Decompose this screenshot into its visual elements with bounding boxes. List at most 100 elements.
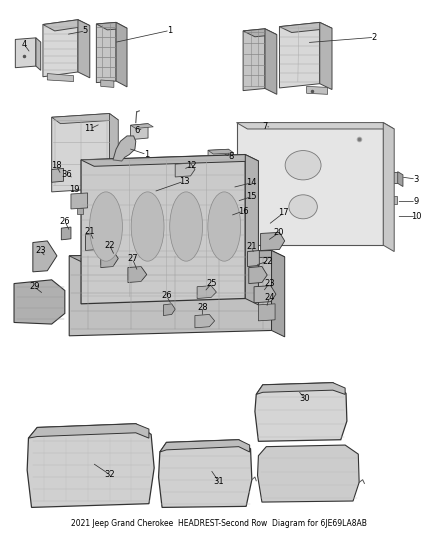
Text: 10: 10 [411, 212, 421, 221]
Text: 26: 26 [60, 217, 70, 225]
Text: 23: 23 [35, 246, 46, 255]
Polygon shape [208, 149, 229, 165]
Ellipse shape [208, 192, 241, 261]
Polygon shape [195, 314, 215, 328]
Text: 5: 5 [83, 27, 88, 35]
Polygon shape [175, 163, 195, 177]
Polygon shape [398, 172, 403, 187]
Polygon shape [131, 124, 148, 140]
Polygon shape [78, 20, 90, 78]
Polygon shape [272, 251, 285, 337]
Text: 18: 18 [51, 161, 61, 169]
Polygon shape [237, 123, 383, 245]
Polygon shape [14, 280, 65, 324]
Polygon shape [261, 232, 285, 251]
Polygon shape [85, 233, 99, 251]
Polygon shape [197, 286, 216, 298]
Polygon shape [77, 208, 83, 214]
Polygon shape [52, 114, 110, 192]
Polygon shape [383, 123, 394, 252]
Polygon shape [69, 251, 272, 336]
Text: 30: 30 [299, 394, 310, 402]
Text: 16: 16 [238, 207, 248, 215]
Text: 3: 3 [413, 175, 419, 183]
Polygon shape [249, 266, 267, 284]
Text: 21: 21 [85, 228, 95, 236]
Polygon shape [43, 20, 90, 31]
Polygon shape [81, 155, 245, 304]
Polygon shape [279, 22, 332, 33]
Polygon shape [61, 227, 71, 240]
Polygon shape [47, 74, 74, 82]
Text: 19: 19 [69, 185, 80, 193]
Polygon shape [258, 445, 359, 502]
Text: 13: 13 [179, 177, 189, 185]
Polygon shape [163, 304, 175, 316]
Polygon shape [320, 22, 332, 90]
Polygon shape [15, 38, 36, 68]
Text: 11: 11 [85, 125, 95, 133]
Ellipse shape [89, 192, 122, 261]
Polygon shape [113, 136, 136, 161]
Text: 27: 27 [127, 254, 138, 263]
Polygon shape [258, 304, 275, 321]
Polygon shape [33, 241, 57, 272]
Polygon shape [254, 286, 276, 303]
Polygon shape [96, 22, 116, 83]
Text: 2021 Jeep Grand Cherokee  HEADREST-Second Row  Diagram for 6JE69LA8AB: 2021 Jeep Grand Cherokee HEADREST-Second… [71, 519, 367, 528]
Polygon shape [255, 383, 347, 441]
Text: 26: 26 [161, 292, 172, 300]
Text: 28: 28 [197, 303, 208, 311]
Text: 15: 15 [246, 192, 257, 201]
Ellipse shape [170, 192, 202, 261]
Text: 23: 23 [264, 279, 275, 287]
Text: 6: 6 [134, 126, 140, 134]
Polygon shape [256, 383, 345, 394]
Polygon shape [52, 168, 64, 182]
Polygon shape [384, 196, 397, 204]
Polygon shape [160, 440, 250, 452]
Polygon shape [383, 172, 398, 183]
Text: 8: 8 [228, 152, 233, 161]
Polygon shape [208, 149, 234, 154]
Text: 4: 4 [21, 40, 27, 49]
Ellipse shape [285, 150, 321, 180]
Polygon shape [110, 114, 118, 195]
Polygon shape [131, 124, 153, 128]
Text: 7: 7 [262, 123, 268, 131]
Polygon shape [279, 22, 320, 88]
Text: 24: 24 [264, 293, 275, 302]
Text: 32: 32 [104, 470, 115, 479]
Polygon shape [71, 193, 88, 209]
Text: 22: 22 [104, 241, 115, 249]
Text: 9: 9 [413, 197, 419, 206]
Text: 1: 1 [144, 150, 149, 159]
Polygon shape [69, 251, 285, 262]
Text: 1: 1 [167, 26, 173, 35]
Text: 12: 12 [186, 161, 197, 170]
Polygon shape [128, 266, 147, 282]
Polygon shape [243, 29, 265, 91]
Text: 17: 17 [279, 208, 289, 217]
Polygon shape [28, 424, 149, 438]
Text: 22: 22 [263, 257, 273, 265]
Polygon shape [265, 29, 277, 94]
Polygon shape [81, 155, 258, 166]
Polygon shape [36, 38, 41, 70]
Polygon shape [101, 251, 118, 268]
Polygon shape [116, 22, 127, 87]
Polygon shape [43, 20, 78, 77]
Text: 21: 21 [247, 243, 257, 251]
Text: 36: 36 [62, 171, 72, 179]
Polygon shape [245, 155, 258, 305]
Polygon shape [307, 86, 328, 94]
Polygon shape [159, 440, 252, 507]
Text: 20: 20 [273, 229, 284, 237]
Ellipse shape [131, 192, 164, 261]
Polygon shape [96, 22, 127, 30]
Polygon shape [243, 29, 277, 37]
Text: 2: 2 [372, 33, 377, 42]
Polygon shape [247, 251, 259, 266]
Text: 29: 29 [29, 282, 39, 291]
Polygon shape [101, 80, 114, 87]
